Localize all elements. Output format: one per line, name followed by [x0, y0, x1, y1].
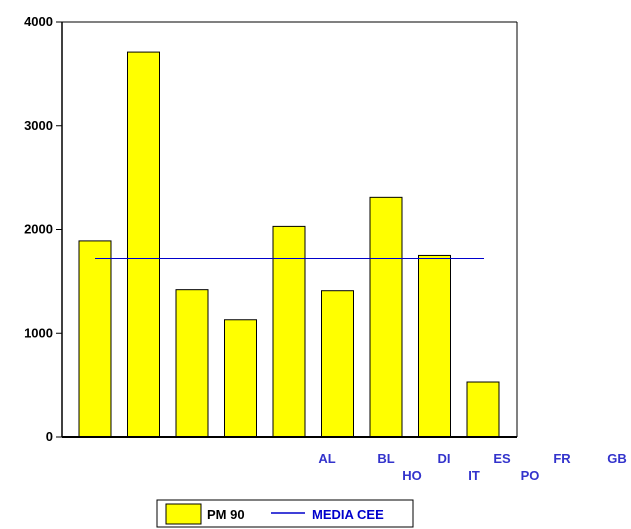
y-axis-ticks: 0 1000 2000 3000 4000 — [24, 14, 62, 444]
y-tick-label: 4000 — [24, 14, 53, 29]
bar — [224, 319, 257, 438]
bar — [418, 254, 451, 438]
bar — [321, 290, 354, 438]
bar — [272, 225, 306, 438]
axes — [61, 21, 518, 438]
legend-swatch-pm90 — [165, 503, 202, 525]
legend-label-pm90: PM 90 — [207, 507, 245, 522]
x-category-label: IT — [468, 468, 480, 483]
bars — [78, 51, 500, 438]
x-category-label: DI — [438, 451, 451, 466]
y-tick-label: 2000 — [24, 222, 53, 237]
y-tick-label: 1000 — [24, 325, 53, 340]
bar — [466, 381, 500, 438]
x-axis-labels: AL BL HO DI IT ES PO FR GB — [318, 451, 626, 483]
x-category-label: FR — [553, 451, 571, 466]
bar — [127, 51, 160, 438]
bar — [369, 196, 403, 438]
x-category-label: AL — [318, 451, 335, 466]
x-category-label: BL — [377, 451, 394, 466]
bar — [78, 240, 112, 438]
legend: PM 90 MEDIA CEE — [156, 499, 414, 528]
y-tick-label: 0 — [46, 429, 53, 444]
x-category-label: HO — [402, 468, 422, 483]
legend-label-media-cee: MEDIA CEE — [312, 507, 384, 522]
x-category-label: GB — [607, 451, 627, 466]
x-category-label: ES — [493, 451, 511, 466]
y-tick-label: 3000 — [24, 118, 53, 133]
bar — [175, 289, 209, 438]
x-category-label: PO — [521, 468, 540, 483]
